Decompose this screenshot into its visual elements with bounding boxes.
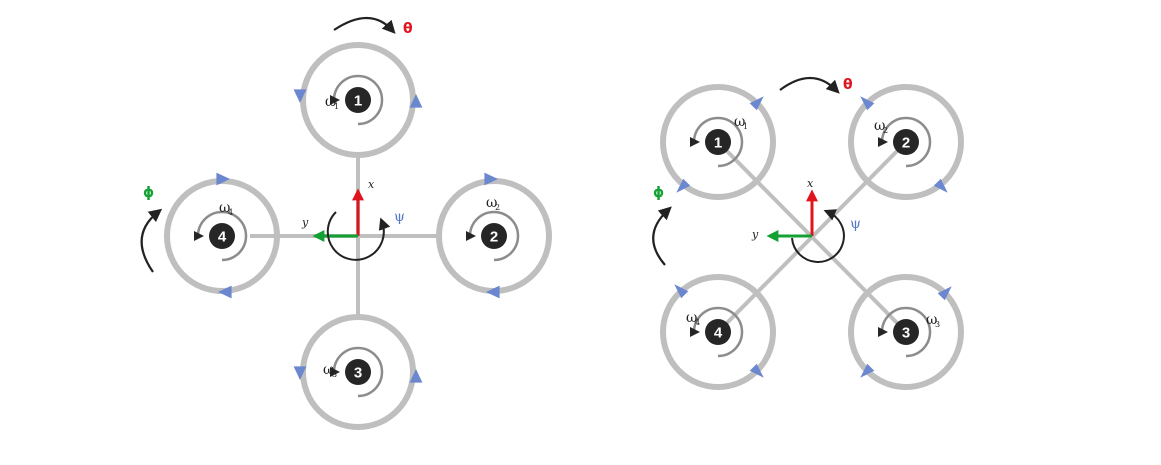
rotor-4-spin-arc <box>196 210 248 262</box>
rotor-1: 1ω1 <box>660 84 776 200</box>
theta-label: θ <box>843 77 853 93</box>
rotor-4-number: 4 <box>218 229 227 246</box>
rotor-1-number: 1 <box>714 135 722 152</box>
rotor-2-direction-arrow-2 <box>933 178 948 193</box>
rotor-3-omega-label: ω <box>926 312 937 328</box>
theta-rotation-arrow <box>333 17 396 34</box>
rotor-2-spin-arrowhead <box>466 231 476 241</box>
rotor-3-number: 3 <box>902 325 910 342</box>
rotor-1-number: 1 <box>354 93 362 110</box>
rotor-3-ring <box>848 274 964 390</box>
rotor-2-direction-arrow-1 <box>484 172 498 186</box>
rotor-4: 4ω4 <box>660 274 776 390</box>
rotor-3-spin-arc <box>332 346 384 398</box>
rotor-1-spin-arrowhead <box>330 95 340 105</box>
rotor-3-omega-subscript: 3 <box>935 320 940 329</box>
rotor-2-direction-arrow-2 <box>486 285 500 299</box>
rotor-1-spin-arrowhead <box>690 137 700 147</box>
rotor-4-hub <box>209 223 235 249</box>
rotor-2-direction-arrow-1 <box>860 96 875 111</box>
rotor-3-hub <box>893 319 919 345</box>
phi-rotation-arrow <box>140 208 163 273</box>
rotor-1-omega-subscript: 1 <box>334 102 339 111</box>
rotor-3-spin-arc <box>880 306 932 358</box>
rotor-4-omega-label: ω <box>219 200 230 216</box>
rotor-4: 4ω4 <box>164 172 280 299</box>
rotor-1-direction-arrow-1 <box>293 89 307 103</box>
x-axis-label: x <box>807 177 814 190</box>
rotor-3-hub <box>345 359 371 385</box>
rotor-4-omega-subscript: 4 <box>228 208 233 217</box>
rotor-1-hub <box>345 87 371 113</box>
rotor-3-direction-arrow-2 <box>937 286 952 301</box>
rotor-3-omega-label: ω <box>323 362 334 378</box>
phi-rotation-arrow <box>652 206 672 266</box>
phi-label: ϕ <box>653 185 664 201</box>
psi-rotation-arrow <box>791 209 845 263</box>
theta-rotation-arrow <box>779 77 840 94</box>
rotor-3-spin-arrowhead <box>330 367 340 377</box>
rotor-2-omega-subscript: 2 <box>495 203 500 212</box>
rotor-4-omega-label: ω <box>686 310 697 326</box>
rotor-2-hub <box>893 129 919 155</box>
rotor-2-spin-arc <box>880 116 932 168</box>
rotor-4-direction-arrow-2 <box>749 363 764 378</box>
rotor-2-spin-arrowhead <box>878 137 888 147</box>
rotor-4-spin-arrowhead <box>690 327 700 337</box>
rotor-1-hub <box>705 129 731 155</box>
psi-label: ψ <box>394 209 405 225</box>
rotor-2-omega-subscript: 2 <box>883 126 888 135</box>
rotor-4-ring <box>660 274 776 390</box>
theta-label: θ <box>403 21 413 37</box>
rotor-3-number: 3 <box>354 365 362 382</box>
rotor-1-spin-arc <box>692 116 744 168</box>
rotor-1-omega-label: ω <box>325 94 336 110</box>
rotor-4-hub <box>705 319 731 345</box>
rotor-1-direction-arrow-2 <box>409 94 423 108</box>
rotor-4-omega-subscript: 4 <box>695 318 700 327</box>
rotor-2-omega-label: ω <box>486 195 497 211</box>
rotor-4-spin-arrowhead <box>194 231 204 241</box>
rotor-3-direction-arrow-1 <box>293 366 307 380</box>
rotor-2-spin-arc <box>468 210 520 262</box>
rotor-2-hub <box>481 223 507 249</box>
rotor-3-direction-arrow-1 <box>860 363 875 378</box>
rotor-4-number: 4 <box>714 325 723 342</box>
rotor-4-spin-arc <box>692 306 744 358</box>
rotor-1-ring <box>300 42 416 158</box>
y-axis-label: y <box>751 228 759 241</box>
rotor-3-spin-arrowhead <box>878 327 888 337</box>
rotor-2: 2ω2 <box>436 172 552 299</box>
rotor-3: 3ω3 <box>293 314 423 430</box>
rotor-1-spin-arc <box>332 74 384 126</box>
psi-rotation-arrow <box>326 211 391 261</box>
rotor-4-direction-arrow-2 <box>218 285 232 299</box>
rotor-1-ring <box>660 84 776 200</box>
y-axis-label: y <box>301 216 309 229</box>
rotor-4-direction-arrow-1 <box>674 284 689 299</box>
rotor-1-omega-label: ω <box>734 114 745 130</box>
rotor-3-omega-subscript: 3 <box>332 370 337 379</box>
rotor-3-direction-arrow-2 <box>409 369 423 383</box>
rotor-2-ring <box>848 84 964 200</box>
rotor-2-omega-label: ω <box>874 118 885 134</box>
rotor-1-direction-arrow-2 <box>676 178 691 193</box>
rotor-1: 1ω1 <box>293 42 423 158</box>
rotor-3: 3ω3 <box>848 274 964 390</box>
rotor-2: 2ω2 <box>848 84 964 200</box>
rotor-2-number: 2 <box>902 135 910 152</box>
x-axis-label: x <box>368 178 375 191</box>
rotor-4-direction-arrow-1 <box>216 172 230 186</box>
rotor-1-omega-subscript: 1 <box>743 122 748 131</box>
rotor-2-number: 2 <box>490 229 498 246</box>
phi-label: ϕ <box>143 185 154 201</box>
psi-label: ψ <box>850 216 861 232</box>
rotor-1-direction-arrow-1 <box>749 96 764 111</box>
